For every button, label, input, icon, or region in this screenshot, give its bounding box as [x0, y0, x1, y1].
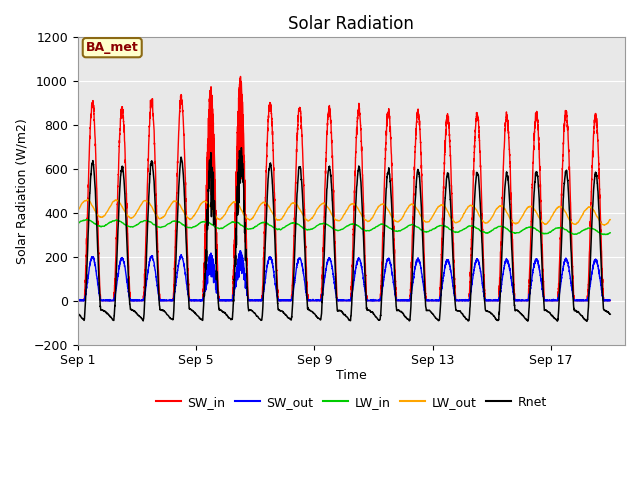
SW_out	[391, 288, 399, 294]
Rnet	[169, 316, 177, 322]
SW_out	[172, 279, 180, 285]
LW_out	[606, 216, 614, 222]
LW_in	[95, 223, 103, 229]
Rnet	[606, 312, 614, 317]
Line: Rnet: Rnet	[77, 148, 610, 321]
Line: LW_out: LW_out	[77, 200, 610, 225]
LW_in	[606, 230, 614, 236]
LW_in	[390, 228, 398, 234]
LW_out	[390, 217, 398, 223]
Line: SW_out: SW_out	[77, 251, 610, 300]
SW_out	[600, 298, 608, 303]
LW_out	[253, 208, 260, 214]
SW_in	[169, 296, 177, 301]
SW_out	[606, 297, 614, 303]
Rnet	[390, 272, 398, 277]
Y-axis label: Solar Radiation (W/m2): Solar Radiation (W/m2)	[15, 118, 28, 264]
SW_in	[253, 298, 260, 303]
SW_in	[74, 298, 81, 303]
LW_in	[253, 224, 260, 229]
Rnet	[74, 311, 81, 317]
Rnet	[95, 285, 103, 291]
SW_out	[74, 298, 81, 303]
X-axis label: Time: Time	[336, 369, 367, 382]
Line: LW_in: LW_in	[77, 219, 610, 235]
SW_in	[606, 298, 614, 303]
SW_out	[74, 297, 81, 303]
SW_out	[253, 298, 260, 303]
LW_in	[74, 220, 81, 226]
Text: BA_met: BA_met	[86, 41, 139, 54]
LW_out	[600, 222, 608, 228]
LW_out	[600, 222, 608, 228]
Legend: SW_in, SW_out, LW_in, LW_out, Rnet: SW_in, SW_out, LW_in, LW_out, Rnet	[150, 391, 552, 414]
SW_out	[237, 248, 244, 253]
LW_in	[172, 218, 180, 224]
LW_in	[602, 232, 609, 238]
LW_in	[169, 218, 177, 224]
SW_in	[172, 212, 180, 217]
LW_in	[84, 216, 92, 222]
SW_in	[237, 73, 244, 79]
LW_in	[600, 231, 608, 237]
Rnet	[554, 318, 561, 324]
Title: Solar Radiation: Solar Radiation	[289, 15, 414, 33]
LW_out	[74, 207, 81, 213]
LW_out	[95, 214, 103, 219]
SW_out	[95, 292, 103, 298]
SW_in	[600, 298, 608, 303]
Rnet	[600, 307, 608, 313]
Rnet	[237, 145, 245, 151]
LW_out	[172, 198, 180, 204]
SW_out	[169, 297, 177, 303]
LW_out	[169, 199, 177, 205]
SW_in	[390, 247, 398, 252]
SW_in	[95, 269, 103, 275]
Rnet	[253, 313, 260, 319]
Rnet	[172, 252, 180, 258]
LW_out	[84, 197, 92, 203]
Line: SW_in: SW_in	[77, 76, 610, 300]
